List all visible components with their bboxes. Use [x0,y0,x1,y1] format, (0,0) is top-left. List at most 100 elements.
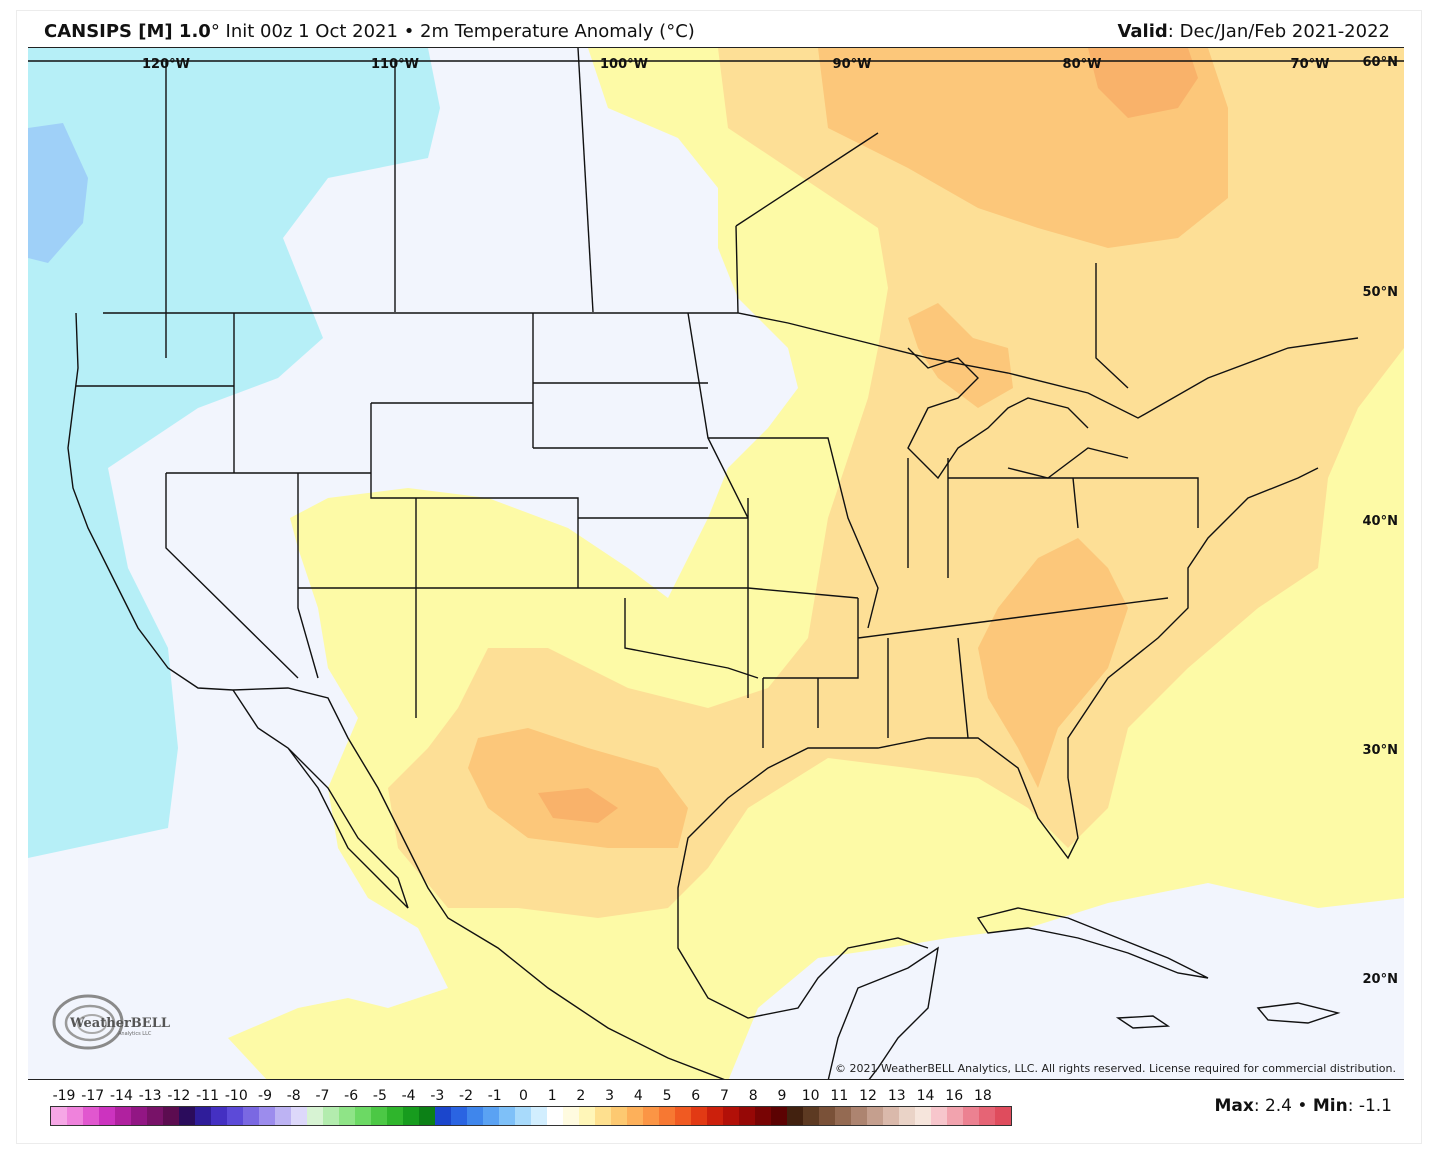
colorbar-swatch [419,1107,435,1125]
colorbar-swatch [611,1107,627,1125]
colorbar-swatch [563,1107,579,1125]
colorbar-tick-label: -2 [459,1088,473,1104]
copyright-notice: © 2021 WeatherBELL Analytics, LLC. All r… [835,1062,1396,1075]
colorbar-swatch [675,1107,691,1125]
colorbar-swatch [995,1107,1011,1125]
colorbar-tick-label: -13 [138,1088,162,1104]
colorbar-swatch [99,1107,115,1125]
state-lines-central [687,312,1199,748]
colorbar-tick-label: 0 [518,1088,528,1104]
lat-label-20n: 20°N [1363,972,1398,987]
colorbar-swatch [275,1107,291,1125]
min-value: : -1.1 [1347,1096,1392,1116]
east-coast [1067,467,1319,778]
colorbar-tick-label: 5 [662,1088,672,1104]
colorbar-swatch [643,1107,659,1125]
colorbar-swatch [867,1107,883,1125]
colorbar-swatch [707,1107,723,1125]
colorbar-swatch [755,1107,771,1125]
colorbar-swatch [691,1107,707,1125]
colorbar-tick-label: -14 [109,1088,133,1104]
colorbar-swatch [595,1107,611,1125]
colorbar-swatch [243,1107,259,1125]
warm-anomaly-peak-texas [538,788,618,823]
logo-subtext: Analytics LLC [118,1031,152,1037]
colorbar-swatch [339,1107,355,1125]
title-bullet: • [403,21,415,42]
canada-internal [735,132,1129,389]
colorbar-swatch [355,1107,371,1125]
colorbar-tick-label: 18 [974,1088,992,1104]
colorbar-swatch [67,1107,83,1125]
colorbar-tick-label: 12 [859,1088,877,1104]
colorbar-swatch [307,1107,323,1125]
logo-swirl-icon: WeatherBELL Analytics LLC [52,994,170,1050]
colorbar-swatch [387,1107,403,1125]
min-label: Min [1312,1096,1348,1116]
colorbar-swatch [787,1107,803,1125]
colorbar-swatch [659,1107,675,1125]
colorbar-tick-label: -4 [401,1088,416,1104]
colorbar-swatch [259,1107,275,1125]
weatherbell-logo: WeatherBELL Analytics LLC [48,987,178,1057]
logo-text: WeatherBELL [69,1016,170,1031]
max-value: : 2.4 [1253,1096,1292,1116]
yucatan [827,946,939,1079]
colorbar-swatch [483,1107,499,1125]
colorbar-swatch [979,1107,995,1125]
colorbar-swatch [803,1107,819,1125]
jamaica [1115,1015,1171,1029]
cold-core-area [28,123,88,263]
cuba [976,907,1209,979]
anomaly-map: 120°W 110°W 100°W 90°W 80°W 70°W 60°N 50… [28,47,1404,1080]
valid-label: Valid [1117,21,1168,42]
colorbar-tick-label: -17 [81,1088,105,1104]
colorbar-tick-label: 10 [801,1088,820,1104]
baja [232,689,409,909]
colorbar-swatch [883,1107,899,1125]
colorbar-swatch [195,1107,211,1125]
colorbar-tick-label: 9 [777,1088,787,1104]
west-coast [67,312,725,1079]
colorbar-swatch [115,1107,131,1125]
lon-label-110w: 110°W [371,57,419,72]
colorbar-tick-label: 16 [945,1088,964,1104]
colorbar-swatch [323,1107,339,1125]
lat-label-30n: 30°N [1363,743,1398,758]
gulf-coast [677,737,1079,1019]
colorbar-swatch [899,1107,915,1125]
model-name: CANSIPS [M] 1.0 [44,21,211,42]
colorbar-swatch [83,1107,99,1125]
colorbar-tick-label: -3 [430,1088,445,1104]
hispaniola [1256,1002,1341,1024]
colorbar-tick-label: -7 [315,1088,330,1104]
colorbar-swatch [835,1107,851,1125]
colorbar-tick-label: 8 [748,1088,758,1104]
colorbar-tick-label: -11 [196,1088,220,1104]
init-time: Init 00z 1 Oct 2021 [225,21,398,42]
lon-label-70w: 70°W [1291,57,1330,72]
canada-us-border [103,312,1359,419]
state-lines-west [76,313,759,718]
colorbar-tick-label: -12 [167,1088,191,1104]
colorbar-swatch [627,1107,643,1125]
colorbar-swatch [739,1107,755,1125]
title: CANSIPS [M] 1.0° Init 00z 1 Oct 2021 • 2… [44,18,695,46]
colorbar [50,1106,1012,1126]
lon-label-100w: 100°W [600,57,648,72]
colorbar-swatch [435,1107,451,1125]
colorbar-tick-label: -19 [52,1088,76,1104]
colorbar-swatch [851,1107,867,1125]
colorbar-swatch [163,1107,179,1125]
field-name: 2m Temperature Anomaly (°C) [420,21,695,42]
colorbar-tick-label: 6 [691,1088,701,1104]
colorbar-swatch [51,1107,67,1125]
colorbar-tick-label: -5 [372,1088,387,1104]
colorbar-swatch [819,1107,835,1125]
boundary-lines [28,48,1404,1079]
colorbar-tick-label: -9 [258,1088,272,1104]
meridian-100w [577,48,594,313]
valid-period: Valid: Dec/Jan/Feb 2021-2022 [1117,18,1390,46]
max-label: Max [1214,1096,1254,1116]
colorbar-swatch [291,1107,307,1125]
